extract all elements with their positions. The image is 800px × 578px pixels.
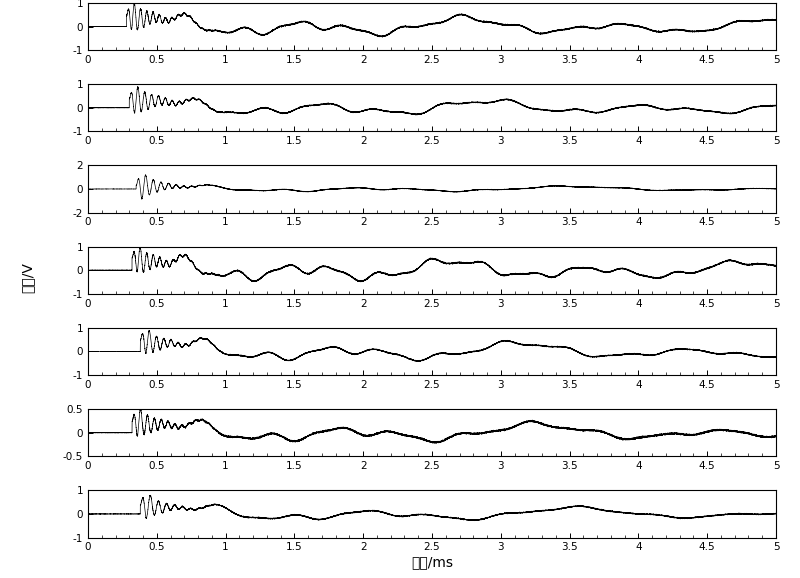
X-axis label: 时间/ms: 时间/ms: [411, 555, 453, 569]
Text: 幅値/V: 幅値/V: [20, 262, 34, 293]
